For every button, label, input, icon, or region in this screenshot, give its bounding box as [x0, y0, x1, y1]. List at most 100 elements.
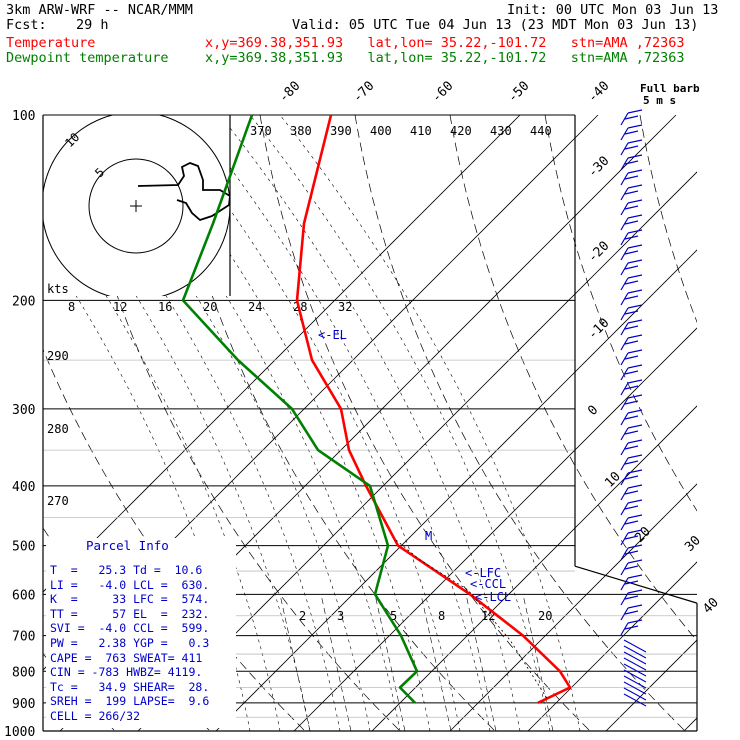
barb-staff [620, 577, 629, 591]
theta-e-label: 390 [330, 124, 352, 138]
theta-e-label: 380 [290, 124, 312, 138]
barb-staff [620, 187, 629, 201]
theta-e-label: 440 [530, 124, 552, 138]
pressure-label-400: 400 [12, 480, 35, 495]
moist-adiabat-line [189, 115, 491, 731]
wind-barb [620, 424, 643, 441]
barb-flag [627, 499, 643, 504]
barb-flag [627, 304, 643, 309]
parcel-path [395, 539, 549, 701]
wind-barb [620, 379, 643, 396]
dewpoint-legend-name: Dewpoint temperature [6, 50, 169, 66]
theta-e-label: 370 [250, 124, 272, 138]
barb-flag [627, 589, 643, 594]
barb-flag [624, 325, 639, 330]
barb-staff [620, 262, 629, 276]
wind-barb [620, 154, 643, 171]
barb-staff [620, 487, 629, 501]
plot-slant-edge [574, 565, 698, 604]
barb-flag [624, 355, 639, 360]
mixing-ratio-label: 3 [337, 609, 344, 623]
barb-flag [627, 409, 643, 414]
barb-flag [624, 385, 639, 390]
barb-flag [624, 175, 639, 180]
barb-flag [624, 280, 639, 285]
barb-flag [627, 514, 643, 519]
hodograph-ring-5 [88, 158, 184, 254]
isotherm-line [43, 115, 521, 593]
barb-flag [624, 430, 639, 435]
wind-barb [620, 304, 643, 321]
wind-barb [620, 214, 643, 231]
isotherm-label: 30 [682, 533, 704, 555]
barb-staff [620, 397, 629, 411]
barb-flag [627, 619, 643, 624]
wind-barb [620, 574, 643, 591]
isotherm-label: 20 [632, 524, 654, 546]
annotation-el: <-EL [318, 328, 347, 342]
barb-flag [627, 229, 643, 234]
hodograph-scale-label: 8 [68, 300, 75, 314]
barb-legend-value: 5 m s [643, 94, 676, 107]
barb-flag [627, 124, 643, 129]
barb-flag [627, 379, 643, 384]
wind-barb-lower [623, 687, 647, 701]
mixing-ratio-label: 20 [538, 609, 552, 623]
pressure-label-800: 800 [12, 665, 35, 680]
barb-flag [627, 469, 643, 474]
pressure-label-200: 200 [12, 294, 35, 309]
barb-flag [627, 544, 643, 549]
wind-barb-lower [623, 663, 647, 677]
dry-adiabat-label: 270 [47, 494, 69, 508]
barb-flag [627, 319, 643, 324]
barb-staff [620, 127, 629, 141]
wind-barb [620, 169, 643, 186]
theta-e-label: 430 [490, 124, 512, 138]
parcel-info-row: CAPE = 763 SWEAT= 411 [50, 650, 203, 665]
barb-flag [627, 334, 643, 339]
theta-e-label: 400 [370, 124, 392, 138]
barb-flag [627, 484, 643, 489]
barb-flag [624, 250, 639, 255]
wind-barb [620, 514, 643, 531]
theta-e-label: 420 [450, 124, 472, 138]
isotherm-line [527, 561, 697, 731]
barb-staff [620, 277, 629, 291]
barb-flag [627, 274, 643, 279]
barb-staff [620, 547, 629, 561]
wind-barb [620, 259, 643, 276]
hodograph-scale-label: 12 [113, 300, 127, 314]
wind-barb-lower [623, 639, 647, 653]
annotation-lcl: <-LCL [475, 590, 511, 604]
barb-staff [620, 517, 629, 531]
dewpoint-legend-info: x,y=369.38,351.93 lat,lon= 35.22,-101.72… [205, 50, 685, 66]
barb-flag [624, 340, 639, 345]
dry-adiabat-line [735, 115, 740, 731]
forecast-label: Fcst: [6, 17, 47, 33]
barb-flag [624, 550, 639, 555]
barb-flag [627, 394, 643, 399]
barb-flag [627, 559, 643, 564]
barb-flag [624, 520, 639, 525]
isotherm-label: -40 [585, 79, 612, 106]
pressure-label-1000: 1000 [4, 725, 35, 740]
barb-staff [620, 442, 629, 456]
isotherm-label: -20 [585, 239, 612, 266]
barb-staff [620, 217, 629, 231]
barb-staff [620, 142, 629, 156]
wind-barb [620, 484, 643, 501]
temperature-legend-info: x,y=369.38,351.93 lat,lon= 35.22,-101.72… [205, 35, 685, 51]
barb-flag [624, 460, 639, 465]
pressure-label-900: 900 [12, 697, 35, 712]
barb-flag [627, 349, 643, 354]
barb-staff [620, 457, 629, 471]
wind-barb [620, 349, 643, 366]
wind-barb [620, 364, 643, 381]
barb-flag [624, 475, 639, 480]
barb-flag [624, 310, 639, 315]
wind-barb [620, 619, 643, 636]
mixing-ratio-label: 2 [299, 609, 306, 623]
barb-staff [620, 307, 629, 321]
wind-barb-lower [623, 657, 647, 671]
mixing-ratio-label: 8 [438, 609, 445, 623]
